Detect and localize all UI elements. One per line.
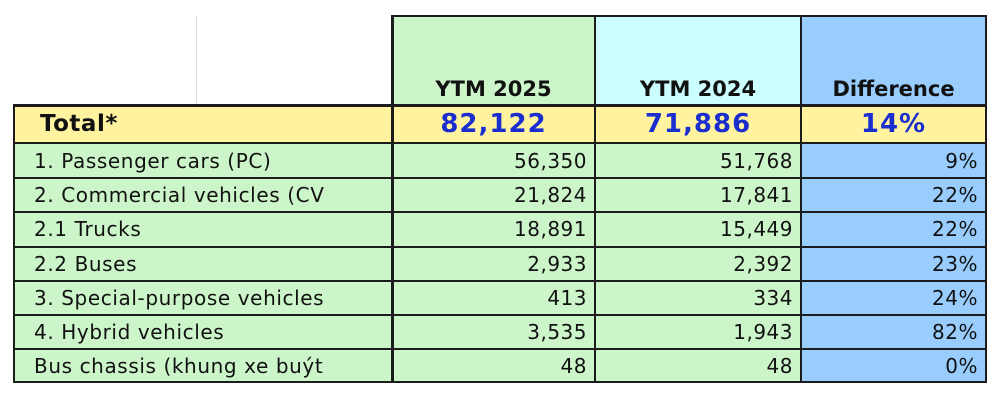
row-difference-cell: 23% — [801, 246, 986, 281]
total-ytm2024: 71,886 — [595, 107, 801, 142]
row-ytm2025-cell: 3,535 — [392, 315, 595, 350]
row-label-cell: 3. Special-purpose vehicles — [14, 280, 392, 315]
row-label-cell: Bus chassis (khung xe buýt — [14, 349, 392, 384]
grid-col-divider-3 — [800, 15, 802, 383]
header-blank-cell-2 — [196, 16, 392, 104]
header-ytm2025-label: YTM 2025 — [435, 77, 552, 101]
row-ytm2024-cell: 2,392 — [595, 246, 801, 281]
row-difference-cell: 0% — [801, 349, 986, 384]
row-ytm2024-cell: 1,943 — [595, 315, 801, 350]
grid-row-separator — [14, 211, 987, 214]
grid-row-separator — [14, 314, 987, 316]
row-ytm2025-cell: 2,933 — [392, 246, 595, 281]
header-blank-cell — [14, 16, 196, 104]
total-label: Total* — [14, 107, 392, 142]
row-ytm2025-cell: 413 — [392, 280, 595, 315]
row-label-cell: 4. Hybrid vehicles — [14, 315, 392, 350]
row-difference-cell: 24% — [801, 280, 986, 315]
grid-total-bottom — [14, 142, 987, 144]
grid-row-separator — [14, 245, 987, 248]
row-ytm2025-cell: 21,824 — [392, 178, 595, 213]
row-difference-cell: 9% — [801, 144, 986, 179]
header-faint-divider — [196, 16, 197, 104]
row-ytm2025-cell: 18,891 — [392, 212, 595, 247]
row-label-cell: 1. Passenger cars (PC) — [14, 144, 392, 179]
grid-row-separator — [14, 348, 987, 351]
grid-col-divider-1 — [391, 15, 394, 383]
row-difference-cell: 82% — [801, 315, 986, 350]
grid-left-border — [13, 104, 15, 383]
grid-col-divider-2 — [594, 15, 596, 383]
grid-bottom-border — [14, 381, 987, 383]
grid-right-border — [985, 15, 987, 383]
header-ytm2025-cell: YTM 2025 — [392, 16, 595, 104]
row-ytm2024-cell: 15,449 — [595, 212, 801, 247]
header-difference-label: Difference — [832, 77, 955, 101]
row-label-cell: 2.2 Buses — [14, 246, 392, 281]
row-ytm2024-cell: 17,841 — [595, 178, 801, 213]
header-difference-cell: Difference — [801, 16, 986, 104]
row-ytm2024-cell: 51,768 — [595, 144, 801, 179]
header-ytm2024-label: YTM 2024 — [639, 77, 757, 101]
row-label-cell: 2. Commercial vehicles (CV — [14, 178, 392, 213]
grid-row-separator — [14, 177, 987, 180]
row-ytm2024-cell: 334 — [595, 280, 801, 315]
total-ytm2025: 82,122 — [392, 107, 595, 142]
row-difference-cell: 22% — [801, 178, 986, 213]
row-ytm2024-cell: 48 — [595, 349, 801, 384]
total-difference: 14% — [801, 107, 986, 142]
row-difference-cell: 22% — [801, 212, 986, 247]
grid-header-bottom — [14, 104, 987, 107]
grid-row-separator — [14, 279, 987, 282]
row-ytm2025-cell: 56,350 — [392, 144, 595, 179]
row-label-cell: 2.1 Trucks — [14, 212, 392, 247]
row-ytm2025-cell: 48 — [392, 349, 595, 384]
grid-top-border — [392, 15, 987, 17]
header-ytm2024-cell: YTM 2024 — [595, 16, 801, 104]
